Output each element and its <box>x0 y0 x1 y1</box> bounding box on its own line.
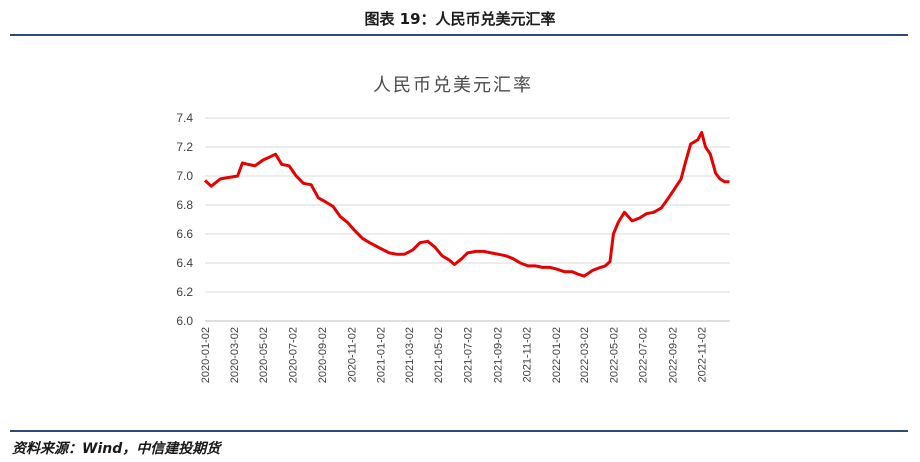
x-tick-label: 2020-03-02 <box>229 327 241 383</box>
x-tick-label: 2021-03-02 <box>404 327 416 383</box>
x-tick-label: 2021-05-02 <box>433 327 445 383</box>
chart-title: 人民币兑美元汇率 <box>373 75 533 96</box>
x-tick-label: 2020-01-02 <box>200 327 212 383</box>
x-axis-ticks: 2020-01-02 2020-03-02 2020-05-02 2020-07-02… <box>200 327 709 383</box>
figure-caption: 图表 19：人民币兑美元汇率 <box>364 10 556 28</box>
cny-usd-series-line <box>203 131 730 278</box>
y-tick-label: 6.8 <box>176 198 193 212</box>
x-tick-label: 2020-05-02 <box>258 327 270 383</box>
y-tick-label: 6.2 <box>176 285 193 299</box>
y-tick-label: 7.2 <box>176 140 193 154</box>
x-tick-label: 2021-11-02 <box>522 327 534 382</box>
source-note: 资料来源：Wind，中信建投期货 <box>12 441 221 457</box>
x-tick-label: 2020-11-02 <box>346 327 358 382</box>
y-tick-label: 6.0 <box>176 314 193 328</box>
exchange-rate-chart: 人民币兑美元汇率 6.0 6.2 6.4 6.6 6.8 7.0 7.2 7.4 2020-0… <box>176 75 730 383</box>
x-tick-label: 2022-03-02 <box>579 327 591 383</box>
y-tick-label: 6.6 <box>176 227 193 241</box>
x-tick-label: 2022-11-02 <box>697 327 709 382</box>
x-tick-label: 2022-05-02 <box>608 327 620 383</box>
x-tick-label: 2020-07-02 <box>287 327 299 383</box>
gridlines <box>205 117 730 322</box>
x-tick-label: 2021-01-02 <box>376 327 388 383</box>
y-tick-label: 7.0 <box>176 169 193 183</box>
x-tick-label: 2021-09-02 <box>492 327 504 383</box>
bottom-rule <box>10 430 908 432</box>
y-tick-label: 6.4 <box>176 256 193 270</box>
y-axis-ticks: 6.0 6.2 6.4 6.6 6.8 7.0 7.2 7.4 <box>176 111 193 328</box>
x-tick-label: 2020-09-02 <box>317 327 329 383</box>
x-tick-label: 2022-07-02 <box>638 327 650 383</box>
x-tick-label: 2022-01-02 <box>551 327 563 383</box>
top-rule <box>10 34 908 36</box>
y-tick-label: 7.4 <box>176 111 193 125</box>
x-tick-label: 2021-07-02 <box>463 327 475 383</box>
x-tick-label: 2022-09-02 <box>667 327 679 383</box>
